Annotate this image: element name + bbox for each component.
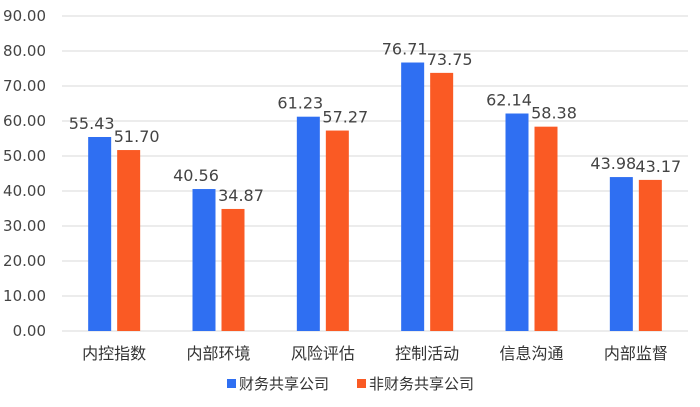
y-tick-label: 0.00 [13,322,46,340]
data-label: 51.70 [114,127,160,146]
bars [88,62,662,331]
x-category-label: 内部环境 [186,344,250,363]
data-label: 55.43 [69,114,115,133]
x-category-label: 内控指数 [82,344,146,363]
legend-swatch [227,379,236,388]
bar [609,177,633,331]
bar [88,136,112,331]
bar [325,130,349,331]
bar [505,113,529,331]
data-label: 61.23 [277,94,323,113]
y-tick-label: 10.00 [3,287,46,305]
data-label: 76.71 [382,40,428,59]
x-category-label: 控制活动 [395,344,459,363]
bar [221,208,245,331]
data-label: 40.56 [173,166,219,185]
y-tick-label: 40.00 [3,182,46,200]
x-category-label: 风险评估 [291,344,355,363]
bar [117,150,141,331]
legend: 财务共享公司 非财务共享公司 [227,375,474,393]
bar [534,126,558,331]
bar [401,62,425,331]
x-category-label: 信息沟通 [499,344,563,363]
y-tick-label: 90.00 [3,7,46,25]
x-axis-categories: 内控指数 内部环境 风险评估 控制活动 信息沟通 内部监督 [82,344,668,363]
data-label: 73.75 [427,50,473,69]
y-tick-label: 60.00 [3,112,46,130]
data-label: 43.17 [635,157,681,176]
data-label: 34.87 [218,186,264,205]
bar [638,179,662,331]
y-tick-label: 80.00 [3,42,46,60]
legend-label: 财务共享公司 [239,375,329,393]
legend-label: 非财务共享公司 [369,375,474,393]
y-axis-ticks: 0.00 10.00 20.00 30.00 40.00 50.00 60.00 70.00 8… [3,7,46,340]
x-category-label: 内部监督 [604,344,668,363]
bar [192,189,216,331]
y-tick-label: 70.00 [3,77,46,95]
gridlines [62,15,688,332]
legend-swatch [357,379,366,388]
bar [430,72,454,331]
y-tick-label: 30.00 [3,217,46,235]
data-label: 62.14 [486,91,532,110]
data-label: 58.38 [531,104,577,123]
y-tick-label: 20.00 [3,252,46,270]
data-label: 43.98 [590,154,636,173]
y-tick-label: 50.00 [3,147,46,165]
data-label: 57.27 [322,108,368,127]
bar [296,116,320,331]
